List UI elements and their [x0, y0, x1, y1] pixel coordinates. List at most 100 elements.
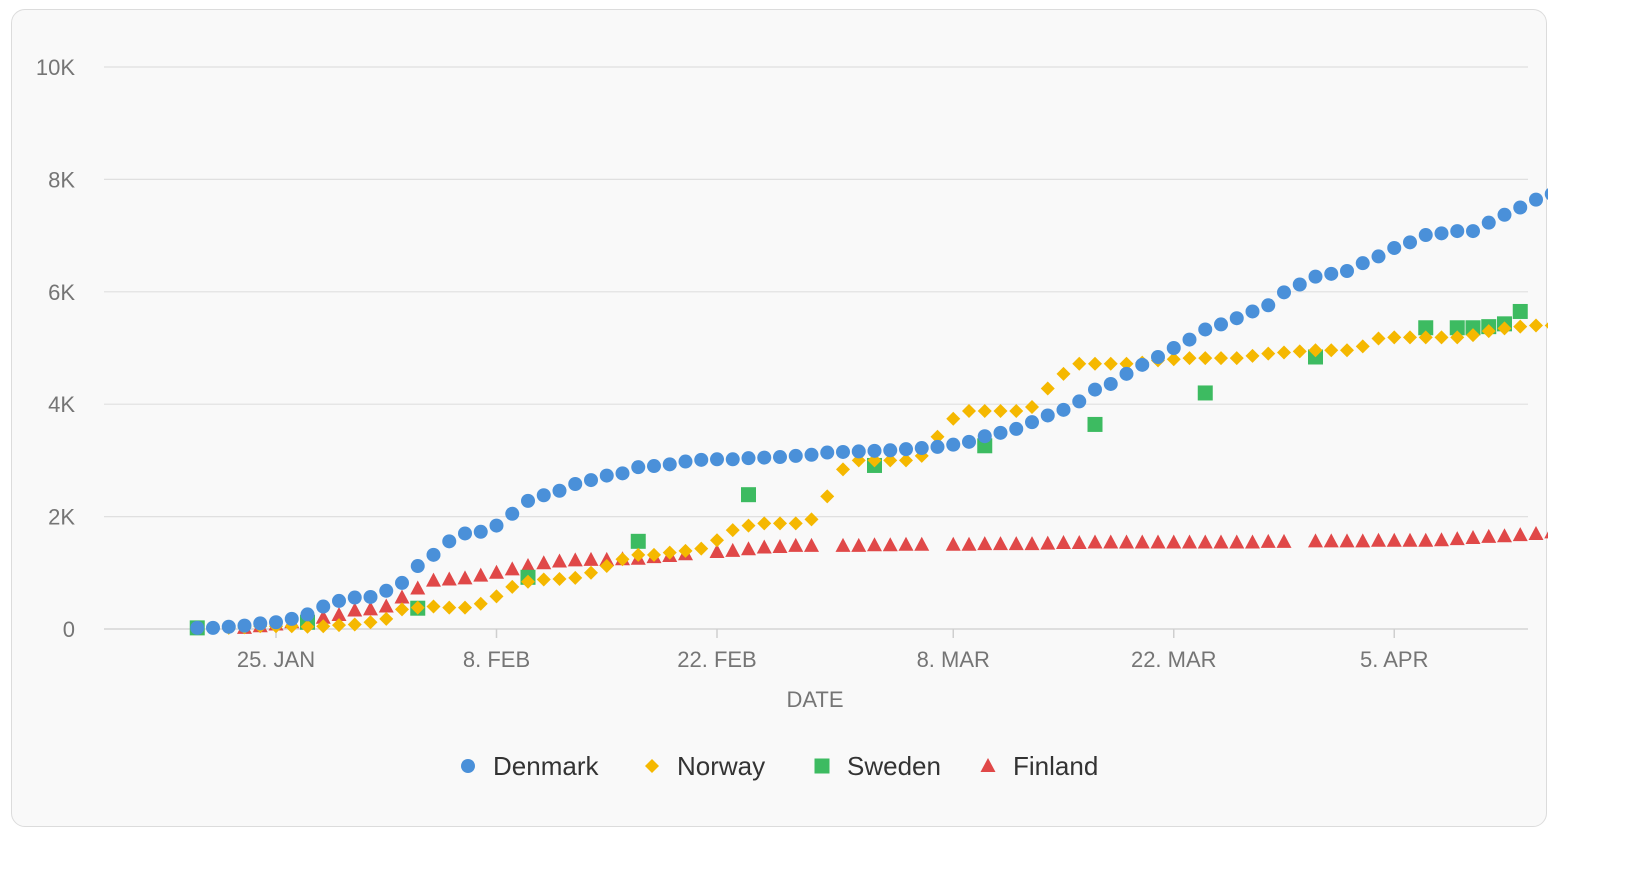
norway-point	[1497, 321, 1512, 336]
denmark-point	[1371, 249, 1386, 264]
finland-point	[1119, 534, 1134, 549]
denmark-point	[1088, 382, 1102, 397]
finland-point	[426, 572, 441, 587]
sweden-point	[630, 533, 646, 549]
norway-point	[678, 543, 693, 558]
finland-point	[835, 537, 851, 552]
denmark-point	[1355, 256, 1370, 271]
denmark-point	[1544, 188, 1548, 200]
denmark-point	[1072, 394, 1087, 409]
norway-point	[584, 565, 598, 580]
norway-point	[426, 599, 441, 614]
legend-marker-sweden	[814, 758, 830, 774]
denmark-point	[347, 590, 362, 605]
denmark-point	[930, 439, 945, 454]
norway-point	[883, 453, 898, 468]
denmark-point	[584, 473, 598, 488]
norway-point	[1261, 346, 1276, 361]
norway-point	[363, 615, 378, 630]
denmark-point	[316, 599, 331, 614]
denmark-point	[552, 483, 567, 498]
finland-point	[1024, 536, 1040, 551]
finland-point	[1245, 534, 1260, 549]
legend-item-denmark[interactable]: Denmark	[461, 751, 599, 781]
norway-point	[1088, 356, 1102, 371]
norway-point	[316, 619, 331, 634]
finland-point	[473, 567, 489, 582]
norway-point	[788, 516, 803, 531]
denmark-point	[300, 607, 315, 622]
denmark-point	[1135, 357, 1150, 372]
legend-label-finland: Finland	[1013, 751, 1098, 781]
finland-point	[898, 536, 914, 551]
finland-point	[1339, 533, 1355, 548]
finland-point	[315, 609, 331, 624]
finland-point	[1308, 533, 1323, 548]
denmark-point	[1229, 311, 1244, 326]
finland-point	[1040, 535, 1056, 550]
x-tick-label: 22. FEB	[677, 647, 756, 672]
norway-point	[536, 572, 551, 587]
legend-item-sweden[interactable]: Sweden	[814, 751, 941, 781]
norway-point	[647, 547, 661, 562]
legend-marker-denmark	[461, 759, 475, 773]
denmark-point	[1198, 322, 1213, 337]
norway-point	[568, 570, 583, 585]
y-axis-ticks: 0 2K 4K 6K 8K 10K	[36, 55, 75, 642]
denmark-point	[1214, 317, 1228, 332]
denmark-point	[1529, 192, 1543, 207]
finland-point	[1087, 534, 1103, 549]
finland-point	[1071, 535, 1087, 550]
finland-point	[441, 571, 457, 586]
sweden-point	[1087, 416, 1103, 432]
denmark-point	[1151, 349, 1165, 364]
sweden-point	[1449, 320, 1465, 336]
norway-point	[1214, 351, 1228, 366]
norway-point	[1292, 344, 1307, 359]
finland-point	[567, 552, 583, 567]
legend-item-finland[interactable]: Finland	[980, 751, 1099, 781]
norway-point	[1040, 381, 1055, 396]
denmark-point	[1292, 277, 1307, 292]
denmark-point	[725, 452, 740, 467]
series-denmark	[190, 188, 1548, 635]
denmark-point	[678, 454, 693, 469]
finland-point	[709, 544, 725, 559]
finland-point	[1103, 534, 1119, 549]
x-tick-label: 25. JAN	[237, 647, 315, 672]
finland-point	[1386, 532, 1402, 547]
denmark-point	[694, 452, 709, 467]
norway-point	[442, 600, 457, 615]
denmark-point	[395, 575, 409, 590]
norway-point	[710, 533, 724, 548]
finland-point	[1150, 534, 1166, 549]
finland-point	[1497, 528, 1512, 543]
denmark-point	[867, 443, 882, 458]
norway-point	[1434, 330, 1449, 345]
grid-lines	[104, 66, 1528, 630]
norway-point	[1403, 330, 1417, 345]
norway-point	[836, 462, 850, 477]
denmark-point	[993, 425, 1008, 440]
norway-point	[1481, 324, 1496, 339]
denmark-point	[221, 619, 236, 634]
legend-item-norway[interactable]: Norway	[645, 751, 765, 781]
denmark-point	[741, 451, 756, 466]
norway-point	[993, 403, 1008, 418]
y-tick-label: 6K	[48, 280, 75, 305]
denmark-point	[599, 468, 614, 483]
denmark-point	[1340, 264, 1354, 279]
denmark-point	[615, 466, 630, 481]
finland-point	[1465, 529, 1481, 544]
finland-point	[1008, 536, 1024, 551]
denmark-point	[237, 618, 252, 633]
finland-point	[914, 536, 930, 551]
norway-point	[458, 600, 472, 615]
denmark-point	[1245, 304, 1260, 319]
denmark-point	[442, 534, 457, 549]
denmark-point	[1450, 224, 1465, 239]
finland-point	[1323, 533, 1339, 548]
finland-point	[1134, 534, 1150, 549]
denmark-point	[1387, 240, 1402, 255]
denmark-point	[206, 620, 220, 635]
